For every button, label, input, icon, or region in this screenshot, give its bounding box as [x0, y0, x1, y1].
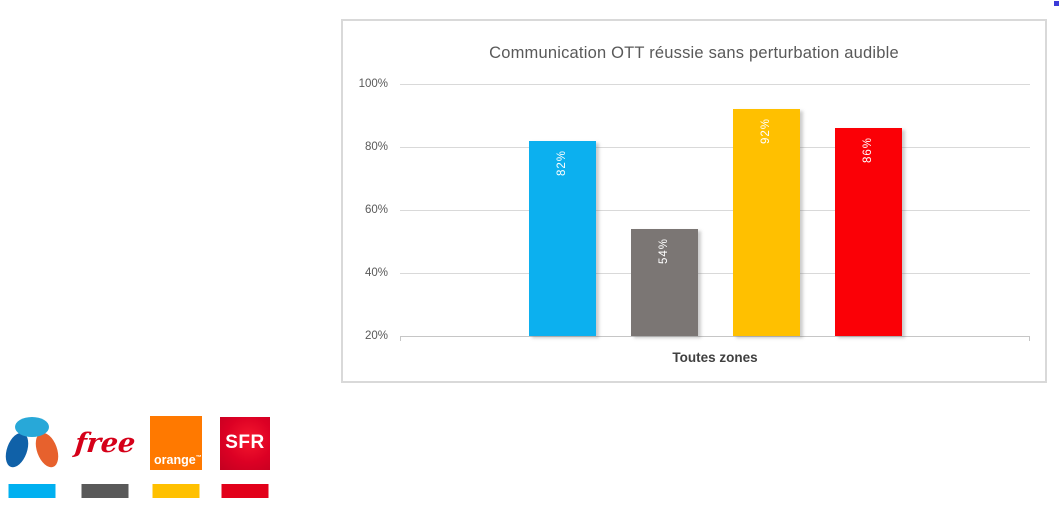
screen-artifact-dot: [1054, 1, 1059, 6]
bouygues-oval-cyan: [15, 417, 49, 437]
y-tick-40: 40%: [364, 267, 388, 279]
legend-item-free: free: [73, 413, 137, 499]
swatch-bouygues: [8, 484, 56, 498]
free-logo: free: [73, 427, 137, 459]
bar-value-label: 92%: [760, 118, 772, 145]
orange-logo-text: orange: [154, 453, 196, 467]
bar-value-label: 54%: [658, 237, 670, 264]
bar-bouygues[interactable]: 82%: [528, 140, 596, 336]
orange-logo: orange ™: [150, 416, 202, 470]
legend-item-orange: orange ™: [147, 413, 205, 499]
bar-sfr[interactable]: 86%: [834, 128, 902, 336]
bar-free[interactable]: 54%: [630, 228, 698, 336]
y-tick-100: 100%: [358, 78, 388, 90]
bar-value-label: 82%: [556, 149, 568, 176]
swatch-free: [81, 484, 129, 498]
gridline-100: [400, 84, 1030, 85]
orange-logo-tm: ™: [195, 455, 202, 461]
x-axis-line: [400, 335, 1030, 337]
chart-container: Communication OTT réussie sans perturbat…: [341, 19, 1047, 383]
bar-value-label: 86%: [862, 137, 874, 164]
gridline-80: [400, 147, 1030, 148]
y-tick-20: 20%: [364, 330, 388, 342]
y-tick-80: 80%: [364, 141, 388, 153]
y-tick-60: 60%: [364, 204, 388, 216]
plot-area: 100% 80% 60% 40% 20% 82% 54% 92% 86%: [359, 78, 1030, 342]
sfr-logo: SFR: [220, 416, 270, 470]
gridline-40: [400, 273, 1030, 274]
chart-title: Communication OTT réussie sans perturbat…: [489, 44, 899, 62]
x-axis-tick-left: [400, 336, 401, 341]
gridline-60: [400, 210, 1030, 211]
legend-item-sfr: SFR: [216, 413, 274, 499]
x-axis-tick-right: [1029, 336, 1030, 341]
operator-legend: free orange ™ SFR: [0, 413, 300, 503]
bar-group: 82% 54% 92% 86%: [400, 84, 1030, 336]
swatch-orange: [152, 484, 200, 498]
bouygues-logo-icon: [1, 416, 63, 471]
x-axis-category-label: Toutes zones: [672, 350, 758, 365]
swatch-sfr: [221, 484, 269, 498]
legend-item-bouygues: [1, 413, 63, 499]
bar-orange[interactable]: 92%: [732, 109, 800, 336]
